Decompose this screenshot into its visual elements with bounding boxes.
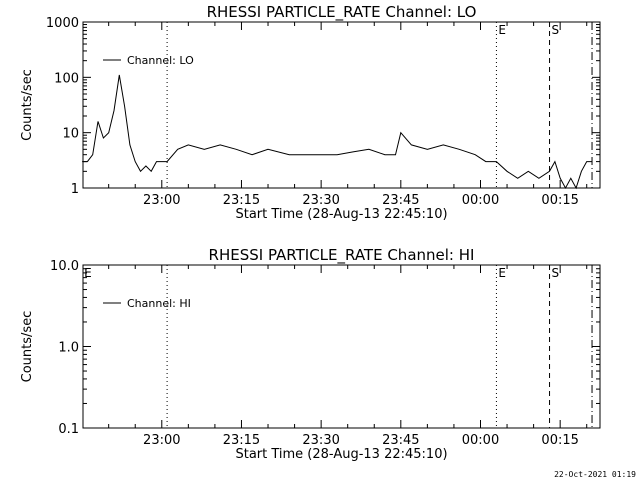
series-line — [82, 74, 592, 190]
event-marker-label: E — [498, 266, 506, 280]
plot-timestamp: 22-Oct-2021 01:19 — [554, 470, 636, 479]
event-marker-label: E — [498, 23, 506, 37]
x-tick-label: 23:45 — [382, 193, 419, 208]
y-tick-label: 1 — [71, 182, 79, 197]
x-tick-label: 23:30 — [302, 193, 339, 208]
plot-frame — [82, 264, 601, 429]
y-tick-label: 0.1 — [58, 422, 79, 437]
legend-label: Channel: HI — [127, 297, 191, 310]
y-axis-label: Counts/sec — [20, 311, 35, 383]
legend-label: Channel: LO — [127, 54, 194, 67]
x-axis-label: Start Time (28-Aug-13 22:45:10) — [235, 207, 447, 222]
plot-frame — [82, 21, 601, 189]
y-tick-label: 1000 — [46, 16, 79, 31]
event-marker-label: S — [552, 23, 560, 37]
x-tick-label: 00:15 — [541, 193, 578, 208]
x-tick-label: 23:15 — [223, 433, 260, 448]
x-tick-label: 23:30 — [302, 433, 339, 448]
x-tick-label: 00:00 — [462, 193, 499, 208]
y-tick-label: 1.0 — [58, 341, 79, 356]
x-tick-label: 00:15 — [541, 433, 578, 448]
y-tick-label: 10 — [62, 127, 79, 142]
x-tick-label: 23:45 — [382, 433, 419, 448]
y-tick-label: 100 — [54, 71, 79, 86]
x-tick-label: 23:00 — [143, 193, 180, 208]
chart-title: RHESSI PARTICLE_RATE Channel: HI — [209, 246, 475, 265]
y-tick-label: 10.0 — [50, 259, 79, 274]
event-marker-label: S — [552, 266, 560, 280]
x-tick-label: 23:15 — [223, 193, 260, 208]
x-tick-label: 23:00 — [143, 433, 180, 448]
chart-title: RHESSI PARTICLE_RATE Channel: LO — [207, 3, 477, 22]
event-marker-label: E — [84, 266, 92, 280]
x-axis-label: Start Time (28-Aug-13 22:45:10) — [235, 447, 447, 462]
y-axis-label: Counts/sec — [20, 69, 35, 141]
x-tick-label: 00:00 — [462, 433, 499, 448]
